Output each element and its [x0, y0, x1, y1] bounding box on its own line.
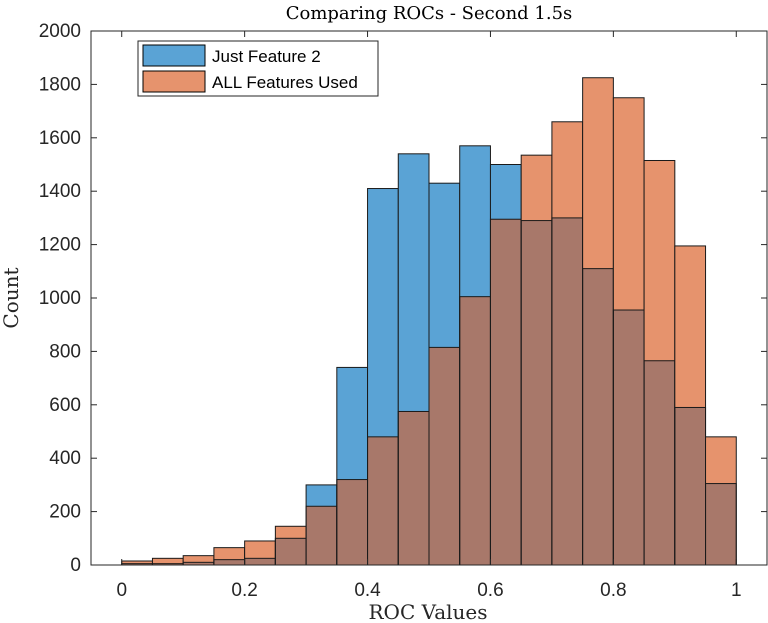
bar-allfeatures-3: [213, 547, 245, 560]
bar-feature2-12: [490, 164, 522, 220]
bar-overlap-1: [152, 563, 184, 565]
bar-overlap-3: [213, 559, 245, 565]
bar-overlap-0: [121, 563, 153, 565]
bar-overlap-2: [183, 562, 214, 565]
y-tick-label: 1000: [39, 288, 81, 309]
bar-allfeatures-1: [152, 558, 184, 564]
bar-overlap-13: [521, 220, 552, 565]
bar-feature2-11: [459, 145, 491, 297]
bar-overlap-14: [551, 217, 583, 565]
y-tick-label: 0: [70, 555, 81, 576]
bar-overlap-17: [644, 360, 675, 565]
legend-label-all-features-used: ALL Features Used: [212, 73, 358, 92]
x-tick-label: 0: [116, 580, 127, 601]
bar-overlap-19: [705, 483, 737, 565]
bar-overlap-10: [429, 347, 460, 565]
bar-overlap-6: [306, 506, 337, 565]
x-axis-label: ROC Values: [368, 600, 487, 623]
bar-overlap-9: [398, 411, 429, 565]
bar-allfeatures-15: [582, 77, 614, 269]
bar-allfeatures-16: [613, 97, 645, 311]
bar-allfeatures-14: [551, 121, 583, 218]
bar-overlap-12: [490, 219, 522, 566]
bar-overlap-11: [459, 296, 491, 565]
bar-feature2-7: [336, 367, 368, 480]
bar-feature2-10: [429, 183, 460, 348]
y-tick-label: 1800: [39, 74, 81, 95]
legend-label-just-feature-2: Just Feature 2: [212, 47, 321, 66]
y-tick-label: 1200: [39, 235, 81, 256]
y-tick-label: 1600: [39, 128, 81, 149]
legend-swatch-just-feature-2: [142, 44, 206, 67]
bar-feature2-8: [367, 188, 399, 437]
y-tick-label: 600: [49, 395, 81, 416]
bar-allfeatures-0: [121, 560, 153, 564]
x-tick-label: 0.2: [231, 580, 257, 601]
bar-overlap-18: [674, 407, 706, 565]
legend: Just Feature 2 ALL Features Used: [137, 40, 379, 97]
x-tick-label: 1: [731, 580, 742, 601]
legend-swatch-all-features-used: [142, 70, 206, 93]
x-tick-label: 0.8: [600, 580, 626, 601]
bar-allfeatures-17: [644, 160, 675, 361]
bar-overlap-7: [336, 479, 368, 565]
x-tick-label: 0.6: [477, 580, 503, 601]
bar-feature2-6: [306, 484, 337, 507]
bar-overlap-16: [613, 310, 645, 565]
y-tick-label: 200: [49, 502, 81, 523]
bar-allfeatures-18: [674, 245, 706, 408]
bar-allfeatures-5: [275, 526, 307, 539]
y-tick-label: 1400: [39, 181, 81, 202]
bar-overlap-8: [367, 436, 399, 565]
bars-layer: [121, 77, 737, 566]
bar-overlap-5: [275, 538, 307, 565]
bar-allfeatures-19: [705, 436, 737, 484]
bar-overlap-15: [582, 268, 614, 565]
y-tick-label: 400: [49, 448, 81, 469]
bar-allfeatures-13: [521, 155, 552, 221]
bar-feature2-9: [398, 153, 429, 412]
bar-allfeatures-4: [244, 540, 276, 559]
y-tick-label: 800: [49, 341, 81, 362]
x-axis: 0 0.2 0.4 0.6 0.8 1: [116, 31, 742, 601]
y-tick-label: 2000: [39, 21, 81, 42]
x-tick-label: 0.4: [354, 580, 381, 601]
chart-title: Comparing ROCs - Second 1.5s: [286, 3, 573, 24]
bar-overlap-4: [244, 558, 276, 565]
y-axis: 0 200 400 600 800 1000 1200 1400 1600 1800 2000: [39, 21, 767, 576]
y-axis-label: Count: [0, 267, 23, 328]
bar-allfeatures-2: [183, 555, 214, 563]
